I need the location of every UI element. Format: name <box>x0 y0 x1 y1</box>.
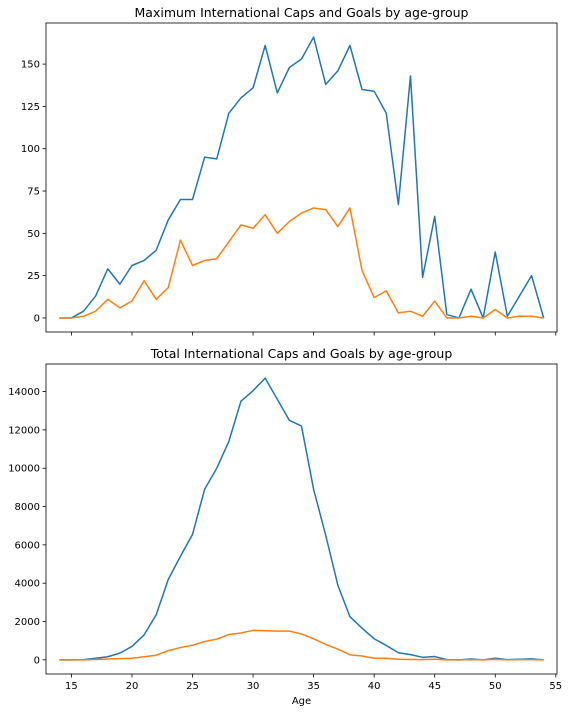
x-tick-label: 55 <box>549 681 562 692</box>
x-tick-label: 30 <box>247 681 260 692</box>
x-tick-label: 25 <box>186 681 199 692</box>
chart-title: Total International Caps and Goals by ag… <box>150 346 453 361</box>
x-tick-label: 20 <box>126 681 139 692</box>
series-line-1 <box>59 629 544 661</box>
x-tick-label: 15 <box>65 681 78 692</box>
y-tick-label: 12000 <box>8 425 40 436</box>
y-tick-label: 0 <box>34 655 40 666</box>
y-tick-label: 25 <box>27 271 40 282</box>
plot-frame <box>45 22 558 333</box>
x-tick-label: 45 <box>428 681 441 692</box>
y-tick-label: 150 <box>21 60 40 71</box>
chart-panel-total: Total International Caps and Goals by ag… <box>8 346 562 707</box>
chart-panel-max: Maximum International Caps and Goals by … <box>21 5 558 336</box>
y-tick-label: 75 <box>27 187 40 198</box>
y-tick-label: 50 <box>27 229 40 240</box>
y-tick-label: 6000 <box>15 540 40 551</box>
y-tick-label: 10000 <box>8 464 40 475</box>
chart-title: Maximum International Caps and Goals by … <box>135 5 469 20</box>
series-line-0 <box>59 36 545 319</box>
series-line-0 <box>59 377 544 661</box>
y-tick-label: 0 <box>34 313 40 324</box>
y-tick-label: 8000 <box>15 502 40 513</box>
series-line-1 <box>59 207 544 319</box>
y-tick-label: 100 <box>21 144 40 155</box>
x-tick-label: 35 <box>307 681 320 692</box>
y-tick-label: 14000 <box>8 387 40 398</box>
plot-frame <box>45 363 558 675</box>
x-tick-label: 50 <box>489 681 502 692</box>
y-tick-label: 4000 <box>15 579 40 590</box>
x-axis-label: Age <box>292 696 311 707</box>
y-tick-label: 2000 <box>15 617 40 628</box>
x-tick-label: 40 <box>368 681 381 692</box>
y-tick-label: 125 <box>21 102 40 113</box>
